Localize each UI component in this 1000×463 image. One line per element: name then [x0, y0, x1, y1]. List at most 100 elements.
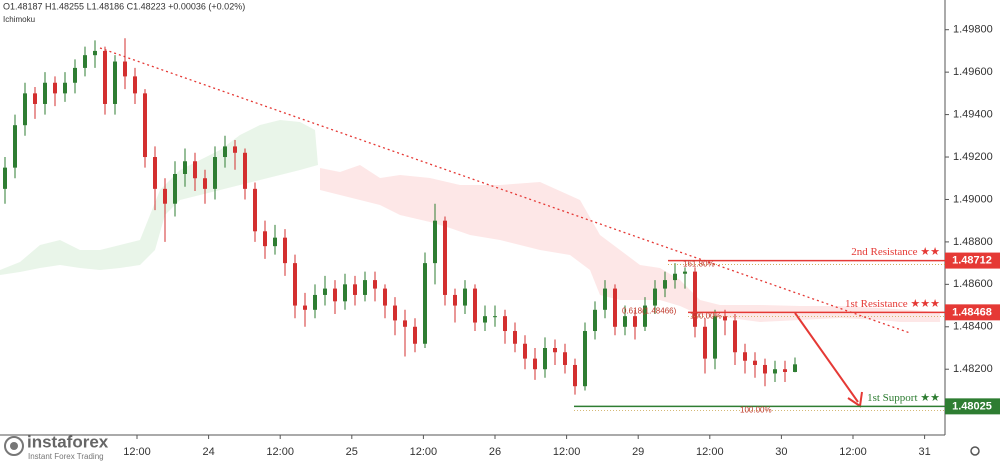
fib-label: 100.00%: [740, 405, 772, 414]
fib-note: 0.618(1.48466): [622, 306, 677, 315]
candle-body: [663, 280, 667, 289]
candle-body: [793, 364, 797, 372]
x-tick-label: 31: [918, 446, 930, 458]
candle-body: [563, 352, 567, 365]
x-tick-label: 12:00: [410, 446, 438, 458]
candle-body: [23, 93, 27, 126]
candle-body: [293, 263, 297, 306]
candle-body: [433, 220, 437, 264]
candle-body: [593, 309, 597, 332]
level-label: 1st Resistance ★★★: [845, 298, 940, 310]
level-price-box: [945, 252, 1000, 269]
candle-body: [93, 50, 97, 56]
y-tick-label: 1.49600: [953, 66, 993, 78]
candle-body: [343, 284, 347, 302]
candle-body: [693, 271, 697, 327]
candle-body: [243, 152, 247, 189]
y-tick-label: 1.49200: [953, 151, 993, 163]
candle-body: [463, 288, 467, 306]
candle-body: [273, 237, 277, 247]
candle-body: [513, 331, 517, 344]
candle-body: [3, 167, 7, 189]
candle-body: [713, 316, 717, 359]
candle-body: [73, 67, 77, 83]
candle-body: [43, 82, 47, 104]
candle-body: [213, 157, 217, 189]
time-axis: [0, 435, 945, 463]
candle-body: [123, 61, 127, 77]
candle-body: [313, 294, 317, 310]
candle-body: [453, 294, 457, 306]
candle-body: [633, 316, 637, 327]
brand-name: instaforex: [27, 432, 109, 451]
candle-body: [603, 288, 607, 310]
cloud-bull: [0, 120, 318, 275]
candle-body: [753, 360, 757, 365]
y-tick-label: 1.49000: [953, 193, 993, 205]
plot-area: [3, 38, 797, 395]
candle-body: [763, 364, 767, 374]
candle-body: [673, 273, 677, 281]
indicator-label: Ichimoku: [3, 15, 35, 24]
candle-body: [723, 316, 727, 321]
arrow-shaft: [794, 312, 859, 403]
candle-body: [223, 146, 227, 158]
candle-body: [13, 125, 17, 168]
x-tick-label: 29: [632, 446, 644, 458]
x-tick-label: 24: [202, 446, 214, 458]
candle-body: [623, 316, 627, 327]
y-tick-label: 1.48400: [953, 321, 993, 333]
candle-body: [253, 188, 257, 232]
brand-logo: [4, 436, 24, 456]
x-tick-label: 12:00: [266, 446, 294, 458]
candle-body: [63, 82, 67, 94]
level-price: 1.48025: [952, 400, 992, 412]
candle-body: [703, 326, 707, 359]
x-tick-label: 12:00: [696, 446, 724, 458]
ohlc-header: O1.48187 H1.48255 L1.48186 C1.48223 +0.0…: [3, 1, 245, 11]
level-price: 1.48712: [952, 254, 992, 266]
candle-body: [263, 231, 267, 247]
candle-body: [443, 220, 447, 295]
candle-body: [783, 369, 787, 372]
candle-body: [733, 320, 737, 353]
candle-body: [233, 146, 237, 153]
candle-body: [203, 178, 207, 189]
cloud-bear: [320, 165, 940, 322]
trend-line: [99, 47, 911, 334]
fib-label: 100.00%: [690, 311, 722, 320]
candle-body: [573, 364, 577, 387]
level-label: 2nd Resistance ★★: [851, 246, 940, 258]
candle-body: [493, 316, 497, 318]
candle-body: [553, 348, 557, 353]
y-tick-label: 1.48200: [953, 363, 993, 375]
candle-body: [53, 82, 57, 94]
candle-body: [323, 288, 327, 295]
x-tick-label: 12:00: [123, 446, 151, 458]
candle-body: [183, 161, 187, 174]
candle-body: [143, 93, 147, 158]
candle-body: [533, 358, 537, 370]
candle-body: [403, 320, 407, 327]
settings-icon[interactable]: [970, 446, 980, 456]
level-price-box: [945, 304, 1000, 321]
candle-body: [643, 305, 647, 327]
candle-body: [163, 188, 167, 204]
y-tick-label: 1.49800: [953, 24, 993, 36]
x-tick-label: 30: [775, 446, 787, 458]
candle-body: [583, 331, 587, 387]
candle-body: [773, 369, 777, 374]
candle-body: [423, 263, 427, 344]
x-tick-label: 25: [346, 446, 358, 458]
candle-body: [503, 316, 507, 332]
candle-body: [653, 288, 657, 306]
candle-body: [683, 271, 687, 274]
candle-body: [373, 280, 377, 289]
candle-body: [353, 284, 357, 295]
x-tick-label: 12:00: [839, 446, 867, 458]
level-price: 1.48468: [952, 306, 992, 318]
level-price-box: [945, 398, 1000, 415]
candle-body: [333, 288, 337, 302]
brand-tagline: Instant Forex Trading: [28, 452, 104, 461]
